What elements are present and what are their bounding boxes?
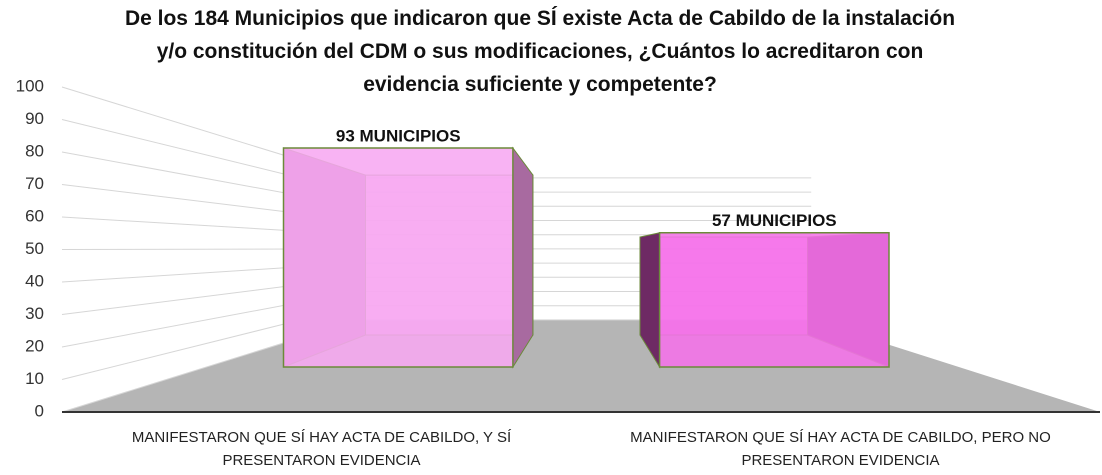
x-tick-label: MANIFESTARON QUE SÍ HAY ACTA DE CABILDO,… [131, 429, 512, 469]
y-tick-label: 30 [25, 304, 44, 323]
y-tick-label: 0 [35, 401, 44, 420]
value-label: 93 MUNICIPIOS [336, 126, 461, 145]
y-tick-label: 10 [25, 369, 44, 388]
x-tick-label: MANIFESTARON QUE SÍ HAY ACTA DE CABILDO,… [630, 429, 1051, 469]
y-tick-label: 100 [16, 76, 44, 95]
y-tick-label: 90 [25, 109, 44, 128]
y-tick-label: 70 [25, 174, 44, 193]
y-tick-label: 80 [25, 141, 44, 160]
bar-side [512, 146, 534, 369]
y-tick-label: 50 [25, 239, 44, 258]
bar-front [658, 231, 890, 368]
y-tick-label: 40 [25, 271, 44, 290]
y-tick-label: 60 [25, 206, 44, 225]
y-tick-label: 20 [25, 336, 44, 355]
floor [62, 319, 1100, 412]
chart-title: De los 184 Municipios que indicaron que … [124, 7, 956, 96]
value-label: 57 MUNICIPIOS [712, 211, 837, 230]
bar-front [282, 147, 514, 368]
